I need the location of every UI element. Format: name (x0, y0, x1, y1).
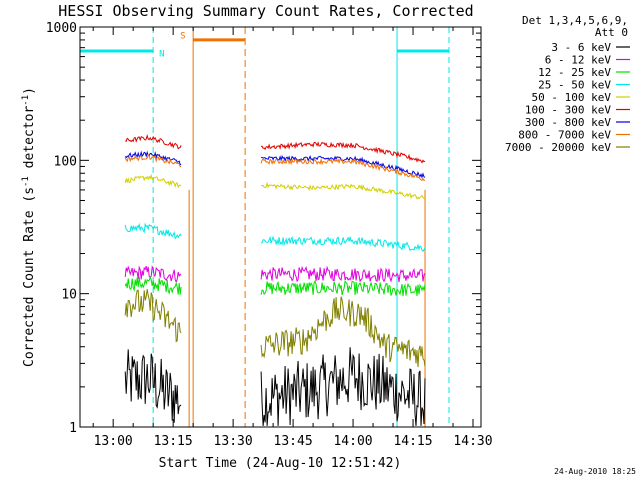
series-0-segment-0 (124, 349, 182, 423)
legend-label-1: 6 - 12 keV (545, 54, 612, 67)
series-7-segment-0 (124, 153, 182, 168)
series-6 (124, 150, 426, 179)
series-3 (124, 222, 426, 252)
legend-header-1: Att 0 (595, 26, 628, 39)
x-tick-label-3: 13:45 (274, 434, 313, 449)
y-tick-label-3: 1000 (46, 21, 77, 36)
legend-label-5: 100 - 300 keV (525, 104, 611, 117)
series-4-segment-0 (124, 173, 182, 189)
series-5-segment-0 (125, 133, 182, 150)
x-tick-label-4: 14:00 (333, 434, 372, 449)
series-3-segment-1 (260, 235, 426, 252)
series-1 (124, 265, 426, 284)
legend-label-7: 800 - 7000 keV (518, 129, 611, 142)
series-8-segment-0 (124, 289, 182, 343)
series-6-segment-0 (124, 150, 182, 166)
series-4 (124, 173, 426, 200)
x-tick-label-2: 13:30 (214, 434, 253, 449)
plot-frame (79, 26, 482, 428)
series-7-segment-1 (260, 157, 426, 182)
y-axis-label: Corrected Count Rate (s-1 detector-1) (21, 87, 37, 367)
x-axis: 13:00 13:15 13:30 13:45 14:00 14:15 14:30 (92, 27, 493, 449)
y-label-sup2: -1 (21, 95, 31, 106)
series-6-segment-1 (260, 154, 426, 179)
legend-label-6: 300 - 800 keV (525, 116, 611, 129)
y-tick-label-0: 1 (69, 421, 77, 436)
footer-date: 24-Aug-2010 18:25 (554, 467, 636, 476)
series-2-segment-1 (260, 280, 426, 297)
series-8-segment-1 (260, 296, 426, 368)
series-0 (124, 347, 426, 426)
legend-label-4: 50 - 100 keV (532, 91, 612, 104)
series-3-segment-0 (124, 222, 182, 240)
x-tick-label-5: 14:15 (393, 434, 432, 449)
x-tick-label-0: 13:00 (94, 434, 133, 449)
chart-title: HESSI Observing Summary Count Rates, Cor… (58, 2, 473, 20)
y-tick-label-2: 100 (54, 154, 77, 169)
y-axis: 1 10 100 1000 (46, 21, 481, 436)
legend-header-0: Det 1,3,4,5,6,9, (522, 14, 628, 27)
legend-label-3: 25 - 50 keV (538, 79, 611, 92)
x-axis-label: Start Time (24-Aug-10 12:51:42) (159, 456, 402, 471)
series-7 (124, 153, 426, 182)
legend-label-2: 12 - 25 keV (538, 66, 611, 79)
series-4-segment-1 (260, 181, 426, 200)
x-tick-label-1: 13:15 (154, 434, 193, 449)
legend-label-0: 3 - 6 keV (551, 41, 611, 54)
series-0-segment-1 (260, 347, 426, 426)
series-2 (124, 275, 426, 297)
night-label: N (159, 50, 164, 60)
y-label-end: ) (22, 87, 37, 95)
y-label-main: Corrected Count Rate (s (22, 187, 37, 367)
series-group (124, 133, 426, 426)
series-2-segment-0 (124, 275, 182, 295)
series-5 (125, 133, 426, 164)
x-tick-label-6: 14:30 (453, 434, 492, 449)
y-tick-label-1: 10 (61, 288, 77, 303)
y-label-sup1: -1 (21, 176, 31, 187)
series-8 (124, 289, 426, 368)
saa-label: S (180, 31, 185, 41)
series-5-segment-1 (260, 141, 426, 164)
y-label-mid: detector (22, 106, 37, 177)
series-1-segment-0 (124, 265, 182, 284)
series-1-segment-1 (260, 265, 426, 283)
legend-label-8: 7000 - 20000 keV (505, 141, 611, 154)
